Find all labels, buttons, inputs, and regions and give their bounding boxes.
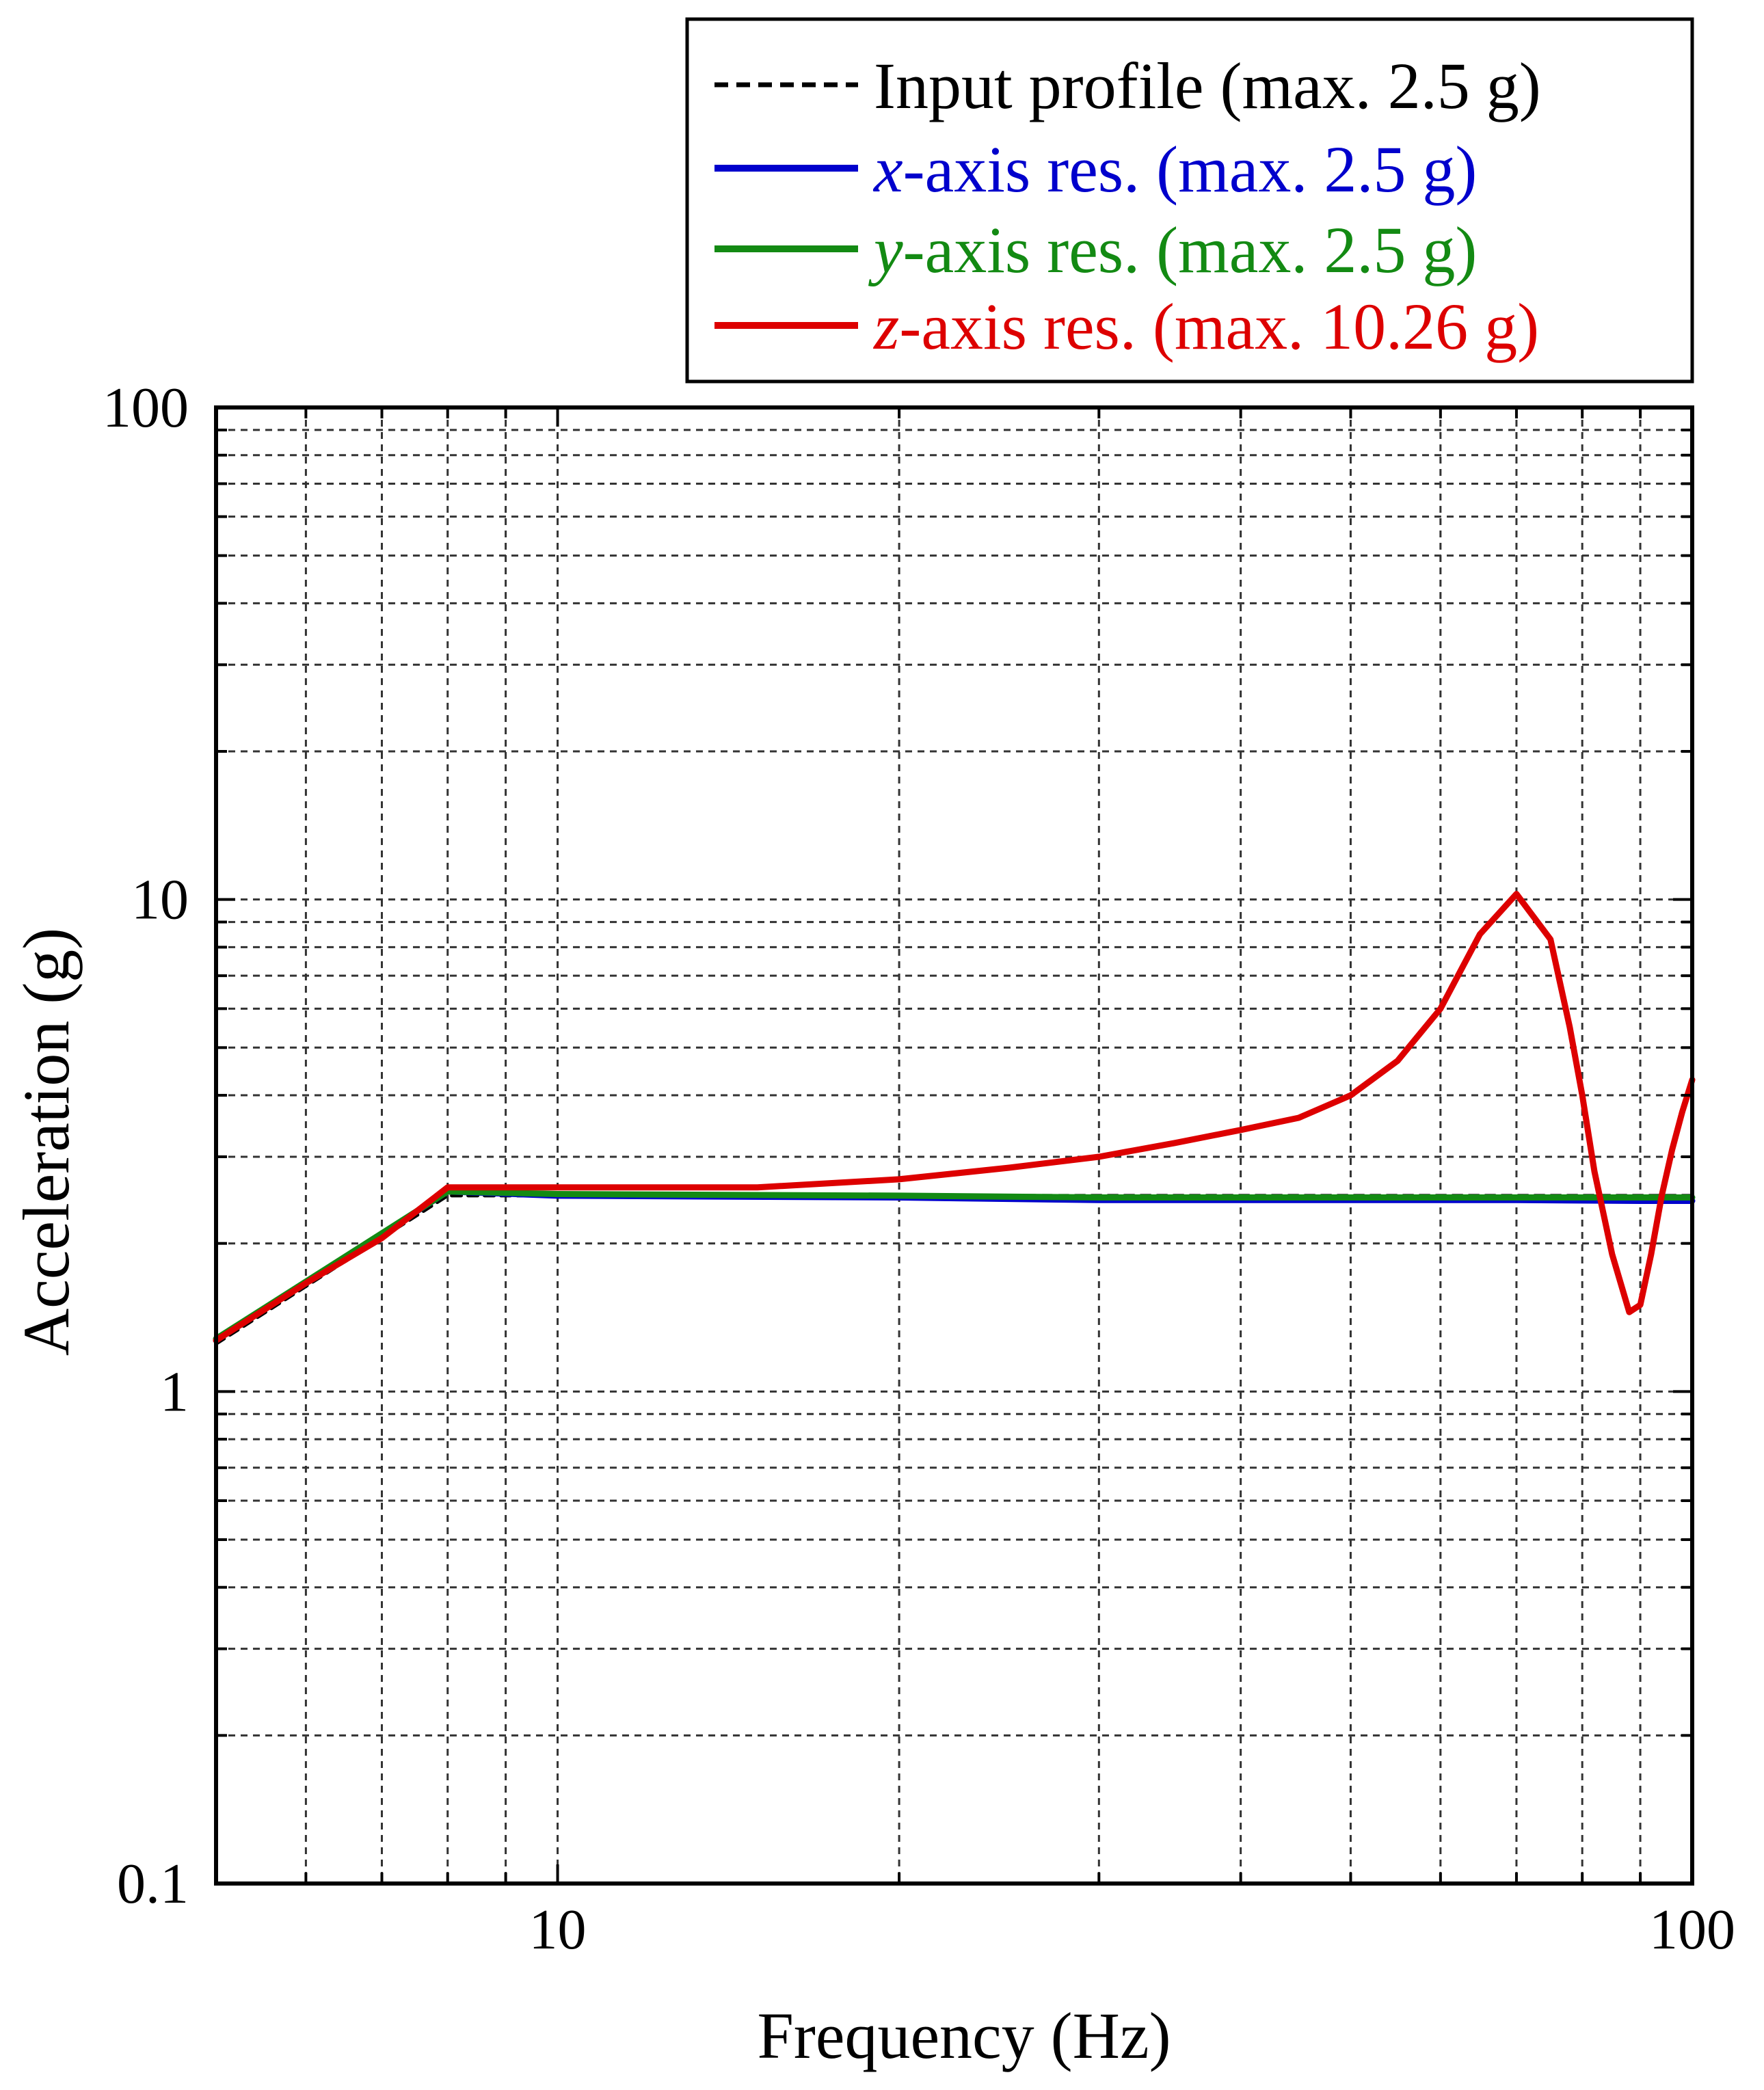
legend-label-text: -axis res. (max. 10.26 g): [899, 290, 1539, 363]
y-tick-label: 100: [103, 376, 189, 440]
y-tick-label: 10: [131, 868, 189, 932]
legend: Input profile (max. 2.5 g)x-axis res. (m…: [685, 17, 1694, 384]
y-tick-label: 0.1: [117, 1852, 189, 1916]
series-line-0: [214, 1194, 1694, 1346]
legend-axis-letter: z: [872, 290, 899, 363]
legend-label-0: Input profile (max. 2.5 g): [874, 49, 1541, 122]
legend-label-text: -axis res. (max. 2.5 g): [903, 133, 1478, 206]
grid-lines: [216, 407, 1692, 1884]
series-line-2: [213, 1188, 1696, 1342]
series-line-1: [213, 1188, 1696, 1344]
series-line-3: [213, 891, 1696, 1344]
legend-axis-letter: x: [872, 133, 903, 206]
plot-frame: [214, 405, 1694, 1886]
legend-axis-letter: y: [868, 213, 903, 286]
x-axis-title: Frequency (Hz): [757, 1999, 1171, 2072]
legend-label-1: x-axis res. (max. 2.5 g): [872, 133, 1477, 206]
y-tick-label: 1: [160, 1360, 189, 1423]
legend-label-3: z-axis res. (max. 10.26 g): [872, 290, 1539, 363]
x-tick-label: 10: [529, 1898, 587, 1961]
legend-label-text: Input profile (max. 2.5 g): [874, 49, 1541, 122]
x-tick-label: 100: [1649, 1898, 1735, 1961]
legend-label-2: y-axis res. (max. 2.5 g): [868, 213, 1477, 286]
y-axis-title: Acceleration (g): [10, 928, 83, 1356]
axis-ticks: 10 100 0.1 1 10 100: [103, 376, 1735, 1961]
legend-box: [685, 17, 1694, 384]
legend-label-text: -axis res. (max. 2.5 g): [903, 213, 1478, 286]
series-lines: [213, 891, 1696, 1346]
